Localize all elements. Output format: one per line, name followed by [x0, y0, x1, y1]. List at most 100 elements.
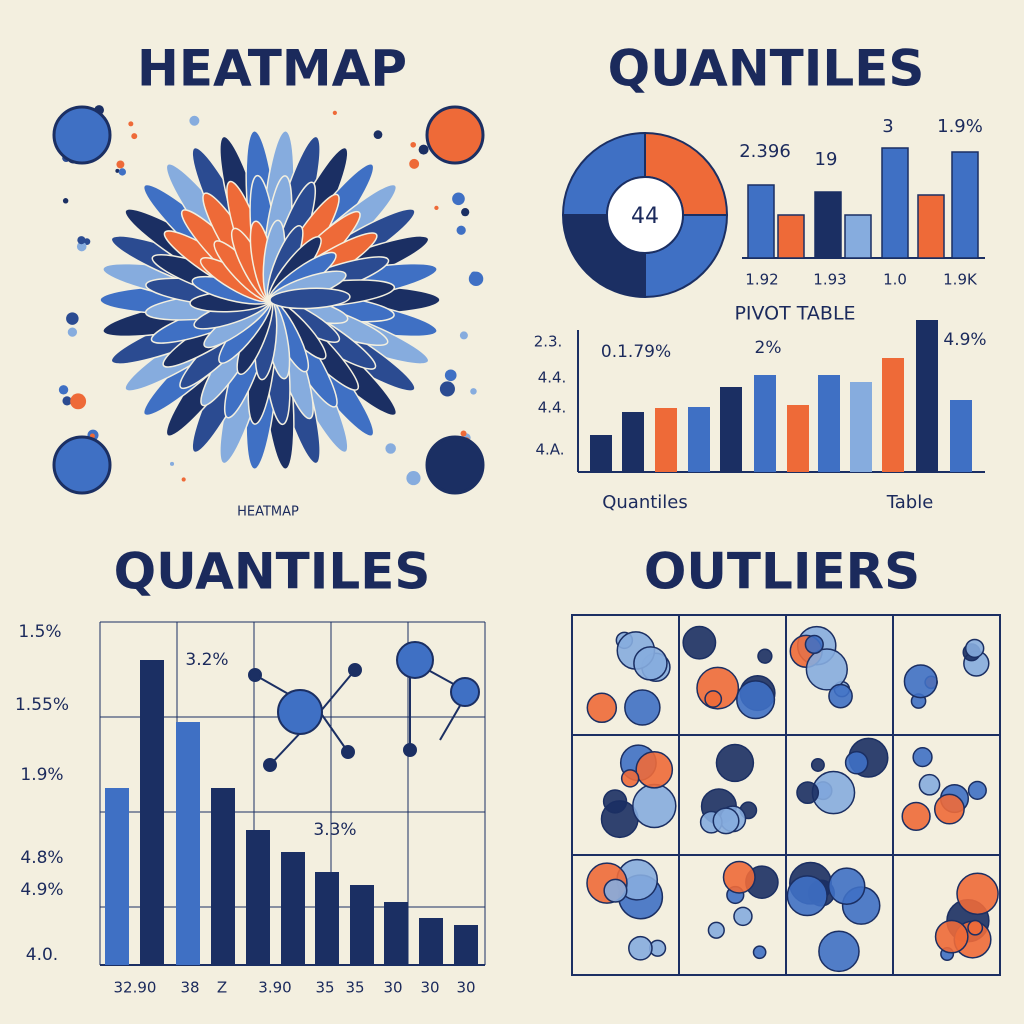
- bar: [655, 408, 677, 472]
- axis-label: 1.5%: [18, 622, 61, 642]
- network-node: [341, 745, 355, 759]
- panel-title: OUTLIERS: [644, 543, 920, 601]
- dot: [468, 271, 484, 287]
- dot: [66, 312, 79, 325]
- outlier: [804, 634, 824, 655]
- dot: [406, 470, 421, 486]
- bar-label: 3: [882, 116, 893, 137]
- outlier: [624, 689, 661, 726]
- outlier: [603, 878, 628, 903]
- outlier: [796, 781, 820, 805]
- bar: [246, 830, 270, 965]
- dot: [456, 225, 466, 235]
- outlier: [707, 921, 725, 939]
- bar: [754, 375, 776, 472]
- outlier: [964, 638, 985, 659]
- bar: [881, 147, 909, 259]
- network-node: [263, 758, 277, 772]
- outlier: [628, 935, 653, 961]
- axis-label: 1.92: [745, 271, 778, 289]
- axis-label: 4.A.: [535, 441, 564, 459]
- outlier: [602, 789, 628, 814]
- dot: [439, 381, 455, 397]
- axis-label: 4.9%: [20, 880, 63, 900]
- bar: [951, 151, 979, 259]
- corner-circle: [52, 435, 112, 495]
- outlier: [918, 773, 941, 796]
- dot: [461, 208, 470, 217]
- outlier: [827, 867, 866, 905]
- axis-label: Table: [886, 492, 934, 513]
- axis-label: 4.4.: [538, 399, 567, 417]
- axis-label: 30: [383, 979, 402, 997]
- caption: HEATMAP: [237, 505, 299, 520]
- axis-label: Quantiles: [602, 492, 688, 513]
- axis-label: 38: [180, 979, 199, 997]
- outlier: [844, 750, 869, 775]
- bar: [622, 412, 644, 472]
- outlier: [620, 769, 640, 788]
- dot: [189, 115, 200, 126]
- outlier: [752, 945, 767, 960]
- dot: [470, 388, 477, 395]
- axis-label: 30: [456, 979, 475, 997]
- outlier: [682, 625, 717, 660]
- petal: [269, 287, 351, 310]
- dot: [62, 198, 69, 204]
- axis-label: 3.90: [258, 979, 291, 997]
- axis-label: 1.55%: [15, 695, 69, 715]
- dot: [76, 241, 87, 252]
- dot: [373, 130, 383, 140]
- dot: [444, 369, 457, 382]
- bar-label: 19: [815, 149, 838, 170]
- outlier: [805, 648, 848, 691]
- network-node: [277, 689, 323, 735]
- bar: [747, 184, 775, 259]
- dot: [77, 236, 86, 245]
- donut-hole: [606, 176, 684, 254]
- bar-label: 2%: [755, 338, 782, 358]
- bar: [140, 660, 164, 965]
- dot: [409, 158, 420, 169]
- dot: [116, 160, 125, 169]
- bar-label: 1.9%: [937, 116, 983, 137]
- panel-title: HEATMAP: [137, 40, 407, 98]
- corner-circle: [425, 435, 485, 495]
- bar-label: 4.9%: [943, 330, 986, 350]
- outlier: [818, 930, 860, 973]
- dot: [418, 144, 429, 155]
- corner-circle: [52, 105, 112, 165]
- axis-label: 32.90: [114, 979, 157, 997]
- panel-title: QUANTILES: [114, 543, 431, 601]
- axis-label: 35: [315, 979, 334, 997]
- dot: [169, 461, 175, 466]
- dot: [460, 430, 467, 437]
- outlier: [715, 743, 755, 783]
- corner-circle: [425, 105, 485, 165]
- bar: [916, 320, 938, 472]
- axis-label: 1.93: [813, 271, 846, 289]
- dot: [58, 385, 69, 395]
- dot: [128, 121, 134, 127]
- network-edge: [319, 711, 349, 753]
- dot: [410, 141, 417, 148]
- outlier: [933, 793, 965, 825]
- outlier: [828, 683, 853, 709]
- outlier: [810, 757, 825, 772]
- bar: [818, 375, 840, 472]
- outlier: [934, 919, 969, 954]
- axis-label: 1.9K: [943, 271, 978, 289]
- outlier: [956, 872, 999, 916]
- bar: [211, 788, 235, 965]
- bar: [315, 872, 339, 965]
- outlier: [736, 680, 776, 720]
- axis-label: Z: [217, 979, 227, 997]
- outlier: [733, 906, 753, 927]
- dot: [118, 168, 127, 176]
- dot: [115, 168, 120, 173]
- bar: [384, 902, 408, 965]
- bar-label: 0.1.79%: [601, 342, 671, 362]
- outlier: [586, 692, 618, 724]
- outlier: [633, 646, 668, 681]
